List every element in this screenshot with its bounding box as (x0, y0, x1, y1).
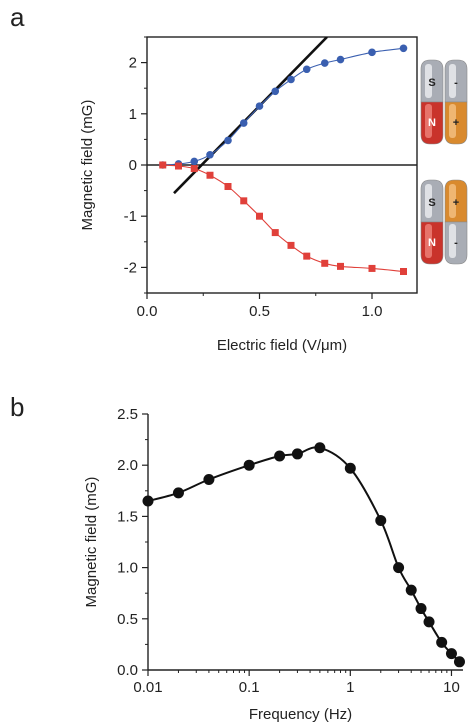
series-line-a-0 (162, 47, 404, 166)
data-point-a (302, 65, 311, 74)
y-tick-label-b: 2.0 (117, 457, 138, 474)
x-tick-label-b: 0.01 (133, 679, 162, 696)
series-line-a-1 (162, 164, 404, 273)
magnet-inset: S + N - (420, 179, 468, 265)
magnet-inset: S - N + (420, 59, 468, 145)
data-point-b (274, 450, 286, 462)
data-point-a (240, 197, 248, 205)
data-point-a (321, 259, 329, 267)
magnet-label: + (453, 117, 459, 129)
y-tick-label-a: 1 (129, 106, 137, 123)
data-point-b (405, 584, 417, 596)
data-point-b (375, 514, 387, 526)
series-line-b (147, 446, 461, 663)
y-tick-label-b: 0.5 (117, 611, 138, 628)
chart-a: 0.0 0.5 1.0 -2 -1 0 1 2 Electric field (V/μm) Mag… (79, 36, 468, 354)
x-tick-label-b: 0.1 (239, 679, 260, 696)
data-point-b (415, 603, 427, 615)
magnet-label: N (428, 237, 436, 249)
y-axis-label-a: Magnetic field (mG) (79, 100, 96, 231)
data-point-b (445, 648, 457, 660)
y-tick-label-a: 0 (129, 157, 137, 174)
data-point-a (255, 102, 264, 110)
panel-letter-a: a (10, 2, 25, 32)
x-tick-label-a: 0.5 (249, 303, 270, 320)
data-point-b (436, 636, 448, 648)
data-point-a (190, 157, 199, 166)
y-tick-label-b: 0.0 (117, 662, 138, 679)
data-point-a (224, 136, 232, 145)
magnet-top-left-highlight (425, 64, 432, 98)
magnet-bottom-left-highlight (425, 224, 432, 258)
data-point-b (423, 616, 435, 628)
y-axis-label-b: Magnetic field (mG) (83, 477, 100, 608)
data-point-a (256, 212, 263, 220)
chart-b: 0.01 0.1 1 10 0.0 0.5 1.0 1.5 2.0 2.5 Frequency (H… (83, 406, 465, 723)
data-point-a (320, 59, 329, 67)
data-point-a (368, 48, 376, 57)
data-point-b (243, 459, 255, 471)
data-point-a (175, 162, 182, 170)
magnet-label: - (454, 237, 458, 249)
magnet-label: N (428, 117, 436, 129)
x-axis-label-a: Electric field (V/μm) (217, 337, 347, 354)
data-point-b (203, 474, 215, 486)
data-point-a (159, 161, 167, 169)
data-point-a (399, 44, 408, 53)
y-tick-label-a: -2 (124, 259, 137, 276)
data-point-a (206, 150, 214, 159)
data-point-a (224, 183, 232, 191)
data-point-a (336, 55, 345, 64)
data-point-b (314, 442, 326, 454)
magnet-label: S (428, 197, 435, 209)
magnet-label: + (453, 197, 459, 209)
data-point-a (271, 229, 279, 237)
data-point-a (287, 241, 295, 249)
magnet-bottom-right-highlight (449, 104, 456, 138)
magnet-bottom-left-highlight (425, 104, 432, 138)
magnet-label: - (454, 77, 458, 89)
data-point-b (142, 495, 154, 507)
data-point-b (291, 448, 303, 460)
data-point-b (172, 487, 184, 499)
y-tick-label-a: 2 (129, 55, 137, 72)
y-tick-label-a: -1 (124, 208, 137, 225)
x-tick-label-a: 1.0 (362, 303, 383, 320)
x-tick-label-b: 1 (346, 679, 354, 696)
data-point-a (303, 252, 311, 260)
y-tick-label-b: 1.0 (117, 560, 138, 577)
data-point-b (453, 656, 465, 668)
data-point-b (344, 462, 356, 474)
x-axis-label-b: Frequency (Hz) (249, 706, 352, 723)
data-point-b (393, 562, 405, 574)
magnet-top-left-highlight (425, 184, 432, 218)
data-point-a (400, 267, 407, 275)
data-point-a (368, 264, 376, 272)
magnet-bottom-right-highlight (449, 224, 456, 258)
magnet-top-right-highlight (449, 184, 456, 218)
panel-letter-b: b (10, 392, 24, 422)
magnet-label: S (428, 77, 435, 89)
data-point-a (206, 171, 214, 179)
x-tick-label-a: 0.0 (137, 303, 158, 320)
data-point-a (190, 165, 198, 173)
y-tick-label-b: 1.5 (117, 508, 138, 525)
magnet-top-right-highlight (449, 64, 456, 98)
data-point-a (287, 75, 295, 84)
data-point-a (271, 87, 280, 96)
data-point-a (337, 262, 344, 270)
x-tick-label-b: 10 (443, 679, 460, 696)
data-point-a (239, 119, 248, 127)
y-tick-label-b: 2.5 (117, 406, 138, 423)
